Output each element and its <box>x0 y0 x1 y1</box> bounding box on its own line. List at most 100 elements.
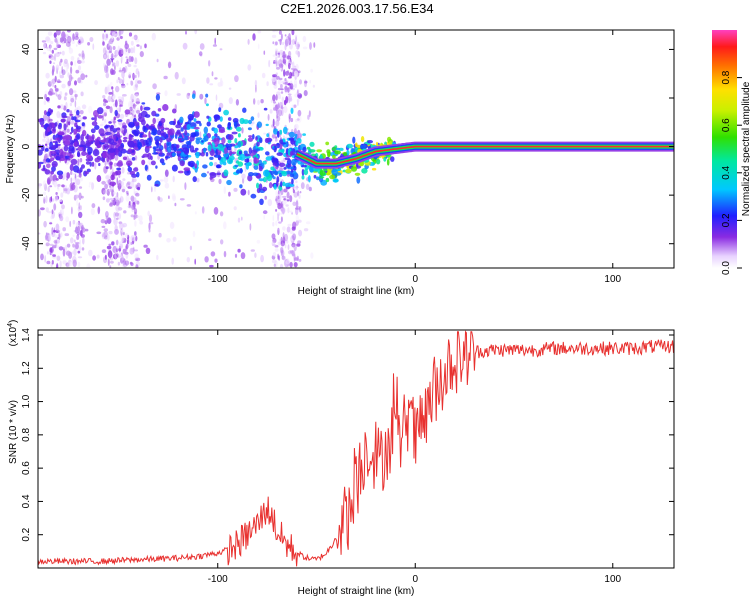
spectrogram-noise-point <box>135 261 140 267</box>
spectrogram-band-point <box>96 155 101 160</box>
spectrogram-band-point <box>234 121 238 129</box>
spectrogram-noise-point <box>196 178 200 183</box>
spectrogram-noise-point <box>135 68 139 75</box>
spectrogram-noise-point <box>58 228 61 235</box>
spectrogram-noise-point <box>121 55 124 61</box>
spectrogram-band-point <box>247 127 252 131</box>
spectrogram-noise-point <box>88 185 91 188</box>
spectrogram-band-point <box>52 134 56 140</box>
spectrogram-band-point <box>91 121 98 126</box>
spectrogram-noise-point <box>111 89 114 97</box>
spectrogram-noise-point <box>71 40 75 44</box>
spectrogram-band-point <box>290 169 294 173</box>
spectrogram-band-point <box>309 149 316 153</box>
spectrogram-noise-point <box>260 254 264 263</box>
spectrogram-noise-point <box>129 261 133 265</box>
spectrogram-noise-point <box>135 74 137 79</box>
spectrogram-noise-point <box>219 211 224 217</box>
spectrogram-band-point <box>239 167 243 174</box>
spectrogram-noise-point <box>163 75 168 80</box>
spectrogram-noise-point <box>278 255 280 261</box>
spectrogram-band-point <box>259 137 263 144</box>
spectrogram-noise-point <box>164 182 170 189</box>
spectrogram-noise-point <box>91 203 96 209</box>
spectrogram-band-point <box>227 139 232 144</box>
spectrogram-noise-point <box>297 115 302 123</box>
spectrogram-noise-point <box>257 43 260 50</box>
spectrogram-band-point <box>213 127 218 134</box>
spectrogram-noise-point <box>74 60 77 67</box>
spectrogram-band-point <box>142 125 146 132</box>
spectrogram-noise-point <box>280 216 283 223</box>
snr-ytick-label: 1.0 <box>21 394 32 408</box>
snr-ticks: -100 0 100 0.2 0.4 0.6 0.8 1.0 1.2 1.4 <box>21 328 674 585</box>
spectrogram-noise-point <box>117 96 122 99</box>
spectrogram-noise-point <box>130 241 133 245</box>
spectrogram-noise-point <box>122 231 125 236</box>
spectrogram-noise-point <box>135 109 141 114</box>
spectrogram-noise-point <box>60 232 63 238</box>
spectrogram-noise-point <box>112 46 116 50</box>
spectrogram-noise-point <box>275 72 278 76</box>
spectrogram-band-point <box>60 119 66 123</box>
spectrogram-noise-point <box>101 249 107 254</box>
spectrogram-noise-point <box>285 204 289 207</box>
spectrogram-noise-point <box>271 233 276 240</box>
spectrogram-noise-point <box>280 84 283 89</box>
spectrogram-noise-point <box>282 232 285 240</box>
spectrogram-band-point <box>199 122 202 127</box>
spectrogram-noise-point <box>272 94 276 102</box>
spectrogram-band-point <box>81 164 85 169</box>
spectrogram-noise-point <box>114 154 119 161</box>
spectrogram-noise-point <box>134 197 137 203</box>
spectrogram-band-point <box>151 128 158 134</box>
spectrogram-noise-point <box>164 90 168 97</box>
spectrogram-band-point <box>242 119 249 124</box>
spectrogram-noise-point <box>127 234 130 240</box>
spectrogram-noise-point <box>156 254 159 261</box>
spectrogram-band-point <box>154 135 161 142</box>
spectrogram-band-point <box>253 156 257 164</box>
spectrogram-noise-point <box>214 258 218 263</box>
spectrogram-band-point <box>234 145 239 149</box>
spectrogram-noise-point <box>59 215 64 222</box>
spectrogram-band-point <box>263 107 268 111</box>
spectrogram-band-point <box>281 170 287 175</box>
spectrogram-noise-point <box>79 117 83 121</box>
spectrogram-noise-point <box>124 47 126 55</box>
spectrogram-noise-point <box>110 257 113 261</box>
spectrogram-noise-point <box>208 238 212 241</box>
snr-multiplier: (x104) <box>7 320 19 347</box>
spectrogram-noise-point <box>109 106 113 114</box>
spectrogram-band-point <box>171 152 176 157</box>
spectrogram-noise-point <box>272 30 276 33</box>
spectrogram-noise-point <box>283 198 287 201</box>
snr-panel: -100 0 100 0.2 0.4 0.6 0.8 1.0 1.2 1.4 Height of … <box>7 320 675 597</box>
spectrogram-noise-point <box>290 67 295 70</box>
spectrogram-band-point <box>265 156 273 161</box>
spectrogram-band-point <box>50 150 56 155</box>
spectrogram-noise-point <box>313 42 316 48</box>
spectrogram-band-point <box>175 144 180 149</box>
spectrogram-noise-point <box>275 75 280 80</box>
spectrogram-noise-point <box>131 36 136 40</box>
spectrogram-noise-point <box>295 41 298 49</box>
spectrogram-noise-point <box>219 48 223 51</box>
spectrogram-noise-point <box>53 47 58 51</box>
spectrogram-noise-point <box>63 95 67 101</box>
spectrogram-noise-point <box>78 114 81 118</box>
spectrogram-band-point <box>248 172 254 177</box>
spectrogram-noise-point <box>114 228 119 235</box>
spectrogram-noise-point <box>281 207 285 215</box>
spectrogram-noise-point <box>285 37 289 40</box>
spectrogram-band-point <box>209 148 215 157</box>
spectrogram-noise-point <box>263 132 266 135</box>
spectrogram-noise-point <box>57 94 62 100</box>
spectrogram-noise-point <box>271 34 277 39</box>
spectrogram-noise-point <box>49 60 52 64</box>
spectrogram-band-point <box>247 137 253 142</box>
spectrogram-noise-point <box>291 244 297 248</box>
spectrogram-band-point <box>127 148 133 153</box>
spectrogram-noise-point <box>172 236 177 242</box>
spectrogram-band-point <box>193 111 200 118</box>
